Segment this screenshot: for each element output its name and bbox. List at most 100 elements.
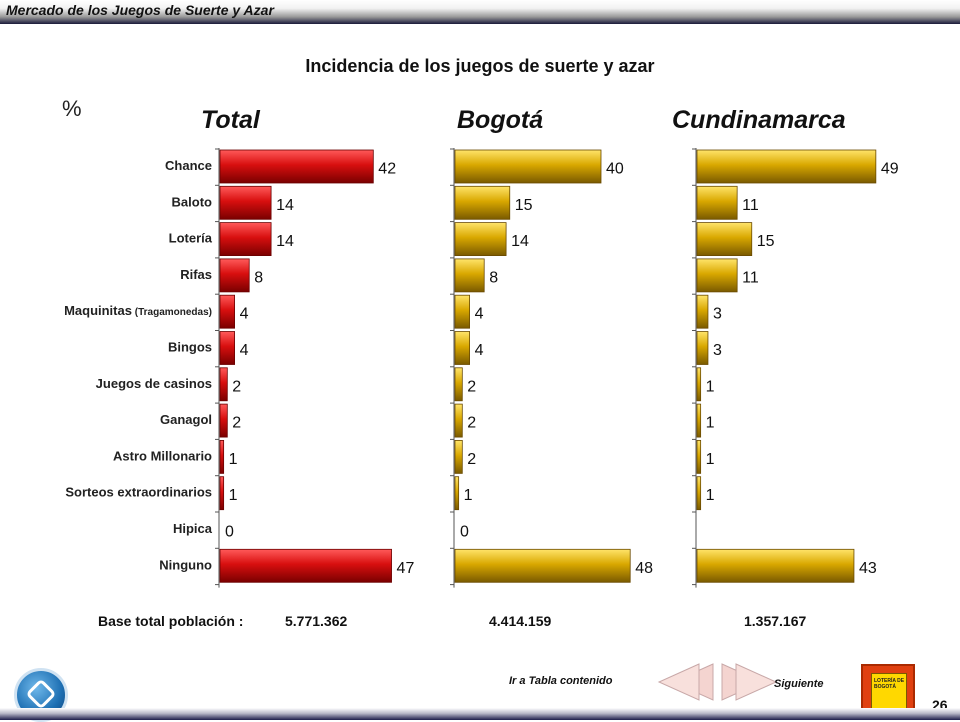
bar (219, 222, 272, 257)
chart-title: Incidencia de los juegos de suerte y aza… (305, 56, 655, 76)
footer-bar (0, 708, 960, 720)
base-cundinamarca: 1.357.167 (744, 613, 807, 629)
base-bogota: 4.414.159 (489, 613, 552, 629)
data-label: 4 (475, 342, 484, 359)
panel-title-cundinamarca: Cundinamarca (672, 106, 846, 134)
unit-label: % (62, 96, 82, 121)
bar (219, 258, 250, 293)
data-label: 0 (460, 524, 469, 541)
bar (219, 476, 225, 511)
data-label: 3 (713, 306, 722, 323)
header-title: Mercado de los Juegos de Suerte y Azar (6, 2, 274, 18)
category-label: Rifas (180, 267, 212, 282)
back-arrow-icon[interactable] (655, 662, 717, 702)
data-label: 43 (859, 560, 877, 577)
bar (219, 331, 236, 365)
data-label: 2 (232, 378, 241, 395)
data-label: 2 (467, 451, 476, 468)
data-label: 4 (240, 306, 249, 323)
category-label: Hipica (173, 521, 213, 536)
bar (219, 185, 272, 220)
category-label: Maquinitas (Tragamonedas) (64, 303, 212, 318)
bar (454, 331, 471, 365)
logo-badge: LOTERÍA DE BOGOTÁ (871, 673, 907, 711)
bar (454, 548, 631, 583)
bar (454, 222, 507, 257)
data-label: 40 (606, 161, 624, 178)
data-label: 11 (742, 197, 759, 214)
category-label: Baloto (172, 194, 213, 209)
bar (219, 439, 225, 474)
panel-title-bogota: Bogotá (457, 106, 544, 134)
bar (696, 367, 702, 402)
data-label: 47 (397, 560, 415, 577)
data-label: 42 (378, 161, 396, 178)
data-label: 1 (229, 487, 238, 504)
bar (454, 439, 463, 474)
data-label: 49 (881, 161, 899, 178)
base-label: Base total población : (98, 613, 244, 629)
data-label: 2 (467, 415, 476, 432)
bar (696, 403, 702, 438)
data-label: 4 (475, 306, 484, 323)
category-label: Astro Millonario (113, 448, 212, 463)
data-label: 2 (467, 378, 476, 395)
bar (696, 149, 877, 184)
data-label: 1 (229, 451, 238, 468)
data-label: 1 (464, 487, 473, 504)
category-label: Chance (165, 158, 212, 173)
category-label: Ganagol (160, 412, 212, 427)
bar (454, 367, 463, 402)
bar (696, 548, 855, 583)
data-label: 15 (515, 197, 533, 214)
logo-text: LOTERÍA DE BOGOTÁ (874, 678, 905, 690)
category-label: Lotería (169, 231, 213, 246)
toc-link[interactable]: Ir a Tabla contenido (509, 675, 613, 687)
category-label: Sorteos extraordinarios (65, 485, 212, 500)
data-label: 1 (706, 451, 715, 468)
bar (219, 548, 392, 583)
bar (454, 403, 463, 438)
data-label: 2 (232, 415, 241, 432)
header-bar (0, 0, 960, 24)
bar (696, 294, 709, 329)
data-label: 1 (706, 378, 715, 395)
bar (219, 367, 228, 402)
data-label: 4 (240, 342, 249, 359)
data-label: 1 (706, 487, 715, 504)
bar (219, 403, 228, 438)
data-label: 14 (276, 197, 294, 214)
data-label: 14 (276, 233, 294, 250)
data-label: 15 (757, 233, 775, 250)
category-label: Juegos de casinos (96, 376, 212, 391)
base-total: 5.771.362 (285, 613, 348, 629)
data-label: 1 (706, 415, 715, 432)
bar (696, 439, 702, 474)
bar (696, 258, 738, 293)
data-label: 8 (489, 269, 498, 286)
data-label: 48 (635, 560, 653, 577)
bar (696, 331, 709, 365)
bar (219, 149, 374, 184)
bar (454, 476, 460, 511)
data-label: 14 (511, 233, 529, 250)
category-label: Ninguno (159, 557, 212, 572)
data-label: 11 (742, 269, 759, 286)
category-label: Bingos (168, 340, 212, 355)
cube-icon (25, 678, 57, 710)
data-label: 3 (713, 342, 722, 359)
bar (696, 476, 702, 511)
bar (454, 185, 511, 220)
panel-title-total: Total (201, 106, 260, 134)
data-label: 0 (225, 524, 234, 541)
bar (454, 294, 471, 329)
forward-arrow-icon[interactable] (718, 662, 780, 702)
data-label: 8 (254, 269, 263, 286)
bar (696, 185, 738, 220)
bar (696, 222, 753, 257)
bar (454, 258, 485, 293)
bar (219, 294, 236, 329)
next-link[interactable]: Siguiente (774, 678, 824, 690)
bar (454, 149, 602, 184)
